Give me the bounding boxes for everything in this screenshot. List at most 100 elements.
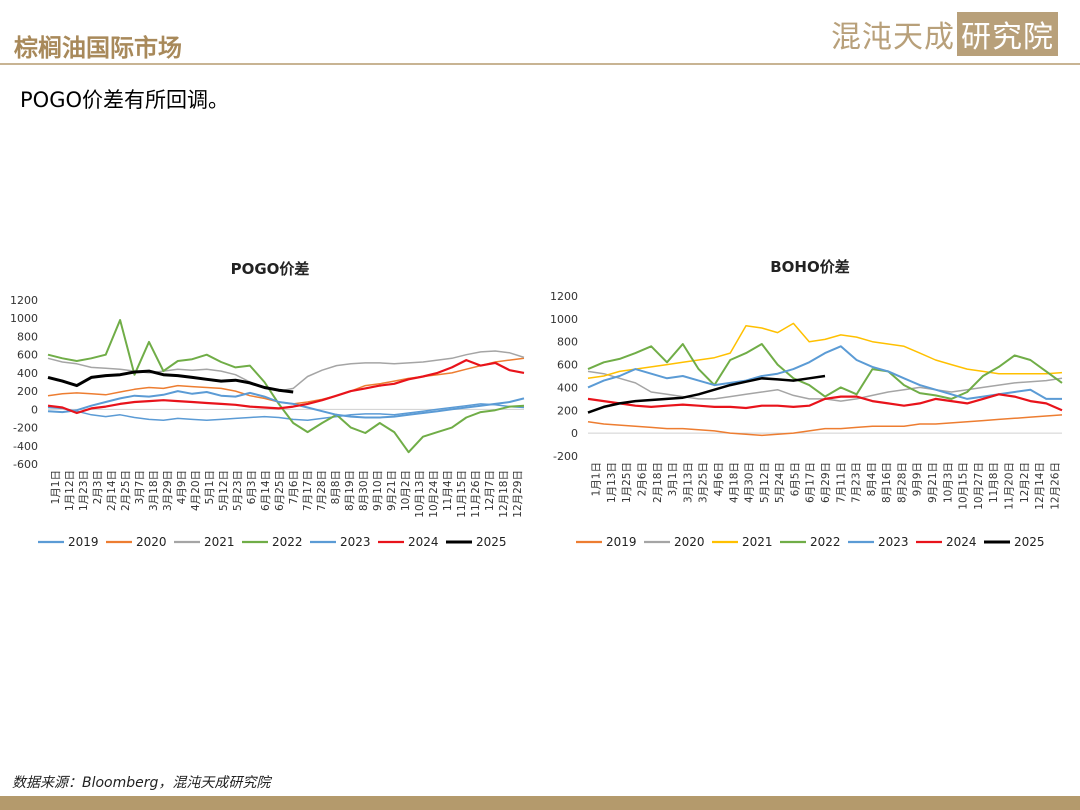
series-line-2024 bbox=[587, 393, 1063, 412]
x-tick-label: 12月29日 bbox=[512, 470, 524, 518]
x-tick-label: 8月28日 bbox=[896, 462, 908, 503]
legend-label: 2024 bbox=[946, 535, 977, 549]
series-line-2024 bbox=[47, 358, 525, 415]
x-tick-label: 6月5日 bbox=[789, 462, 801, 496]
x-tick-label: 9月21日 bbox=[386, 470, 398, 511]
legend-label: 2019 bbox=[68, 535, 99, 549]
x-tick-label: 7月23日 bbox=[851, 462, 863, 503]
x-tick-label: 6月29日 bbox=[820, 462, 832, 503]
x-tick-label: 12月2日 bbox=[1019, 462, 1031, 503]
x-tick-label: 9月10日 bbox=[372, 470, 384, 511]
y-tick-label: 1000 bbox=[10, 312, 38, 325]
boho-spread-chart: BOHO价差 1200 1000 800 600 400 200 0 -200 1月1日 1月13日… bbox=[550, 258, 1063, 549]
legend-label: 2021 bbox=[204, 535, 235, 549]
x-tick-label: 7月11日 bbox=[835, 462, 847, 503]
y-tick-label: 600 bbox=[17, 349, 38, 362]
y-tick-label: 800 bbox=[557, 336, 578, 349]
x-tick-label: 8月30日 bbox=[358, 470, 370, 511]
x-tick-label: 9月21日 bbox=[927, 462, 939, 503]
header-divider bbox=[0, 63, 1080, 65]
x-tick-label: 11月26日 bbox=[470, 470, 482, 518]
legend-label: 2025 bbox=[476, 535, 507, 549]
legend-label: 2023 bbox=[340, 535, 371, 549]
footer-bar bbox=[0, 796, 1080, 810]
logo-box: 研究院 bbox=[957, 12, 1058, 56]
x-tick-label: 3月1日 bbox=[667, 462, 679, 496]
chart-title: POGO价差 bbox=[231, 260, 310, 278]
x-tick-label: 1月1日 bbox=[591, 462, 603, 496]
x-tick-label: 10月3日 bbox=[942, 462, 954, 503]
y-tick-label: 1200 bbox=[550, 290, 578, 303]
x-tick-label: 11月4日 bbox=[442, 470, 454, 511]
y-tick-label: 400 bbox=[557, 381, 578, 394]
x-tick-label: 10月24日 bbox=[428, 470, 440, 518]
x-tick-label: 10月2日 bbox=[400, 470, 412, 511]
x-tick-label: 10月15日 bbox=[958, 462, 970, 510]
y-tick-label: 200 bbox=[17, 385, 38, 398]
series-line-2025 bbox=[47, 369, 294, 394]
x-tick-label: 3月13日 bbox=[682, 462, 694, 503]
pogo-spread-chart: POGO价差 1200 1000 800 600 400 200 0 -200 -400 -600 1… bbox=[10, 260, 525, 549]
series-line-2021 bbox=[47, 350, 525, 392]
x-tick-label: 2月18日 bbox=[652, 462, 664, 503]
x-tick-label: 3月29日 bbox=[162, 470, 174, 511]
series-line-2019 bbox=[587, 414, 1063, 437]
x-tick-label: 8月4日 bbox=[866, 462, 878, 496]
y-tick-label: 800 bbox=[17, 330, 38, 343]
legend-label: 2021 bbox=[742, 535, 773, 549]
data-source-note: 数据来源：Bloomberg，混沌天成研究院 bbox=[12, 775, 271, 791]
y-tick-label: -600 bbox=[13, 458, 38, 471]
x-tick-label: 4月20日 bbox=[190, 470, 202, 511]
x-tick-label: 5月12日 bbox=[218, 470, 230, 511]
series-line-2023 bbox=[587, 345, 1062, 400]
x-tick-label: 5月12日 bbox=[759, 462, 771, 503]
series-line-2022 bbox=[587, 343, 1063, 400]
brand-logo: 混沌天成 研究院 bbox=[831, 12, 1058, 56]
x-tick-label: 10月13日 bbox=[414, 470, 426, 518]
series-line-2025 bbox=[587, 374, 826, 414]
x-tick-label: 7月6日 bbox=[288, 470, 300, 504]
legend-label: 2019 bbox=[606, 535, 637, 549]
x-tick-label: 8月8日 bbox=[330, 470, 342, 504]
x-tick-label: 4月9日 bbox=[176, 470, 188, 504]
legend-label: 2022 bbox=[810, 535, 841, 549]
x-tick-label: 12月18日 bbox=[498, 470, 510, 518]
x-tick-label: 5月24日 bbox=[774, 462, 786, 503]
x-tick-label: 12月14日 bbox=[1034, 462, 1046, 510]
series-line-2021 bbox=[587, 322, 1063, 380]
x-tick-label: 2月3日 bbox=[92, 470, 104, 504]
x-tick-label: 8月19日 bbox=[344, 470, 356, 511]
x-tick-label: 5月23日 bbox=[232, 470, 244, 511]
x-tick-label: 1月25日 bbox=[621, 462, 633, 503]
x-tick-label: 6月17日 bbox=[805, 462, 817, 503]
y-tick-label: -200 bbox=[553, 450, 578, 463]
y-tick-label: 1000 bbox=[550, 313, 578, 326]
x-tick-label: 1月23日 bbox=[78, 470, 90, 511]
x-tick-label: 5月1日 bbox=[204, 470, 216, 504]
x-tick-label: 3月18日 bbox=[148, 470, 160, 511]
legend-label: 2025 bbox=[1014, 535, 1045, 549]
x-tick-label: 6月14日 bbox=[260, 470, 272, 511]
x-tick-label: 11月8日 bbox=[988, 462, 1000, 503]
x-tick-label: 8月16日 bbox=[881, 462, 893, 503]
x-tick-label: 4月6日 bbox=[713, 462, 725, 496]
y-tick-label: 400 bbox=[17, 367, 38, 380]
y-tick-label: -200 bbox=[13, 422, 38, 435]
x-tick-label: 3月25日 bbox=[698, 462, 710, 503]
x-tick-label: 1月1日 bbox=[50, 470, 62, 504]
series-line-2023 bbox=[47, 390, 525, 419]
series-line-2022 bbox=[47, 319, 525, 454]
x-tick-label: 4月30日 bbox=[744, 462, 756, 503]
x-tick-label: 7月17日 bbox=[302, 470, 314, 511]
x-tick-label: 6月3日 bbox=[246, 470, 258, 504]
x-tick-label: 12月7日 bbox=[484, 470, 496, 511]
legend-label: 2020 bbox=[136, 535, 167, 549]
y-tick-label: 1200 bbox=[10, 294, 38, 307]
y-tick-label: -400 bbox=[13, 440, 38, 453]
legend-label: 2020 bbox=[674, 535, 705, 549]
x-tick-label: 2月14日 bbox=[106, 470, 118, 511]
y-tick-label: 200 bbox=[557, 404, 578, 417]
y-tick-label: 600 bbox=[557, 359, 578, 372]
x-tick-label: 3月7日 bbox=[134, 470, 146, 504]
series-line-2020 bbox=[47, 357, 525, 405]
